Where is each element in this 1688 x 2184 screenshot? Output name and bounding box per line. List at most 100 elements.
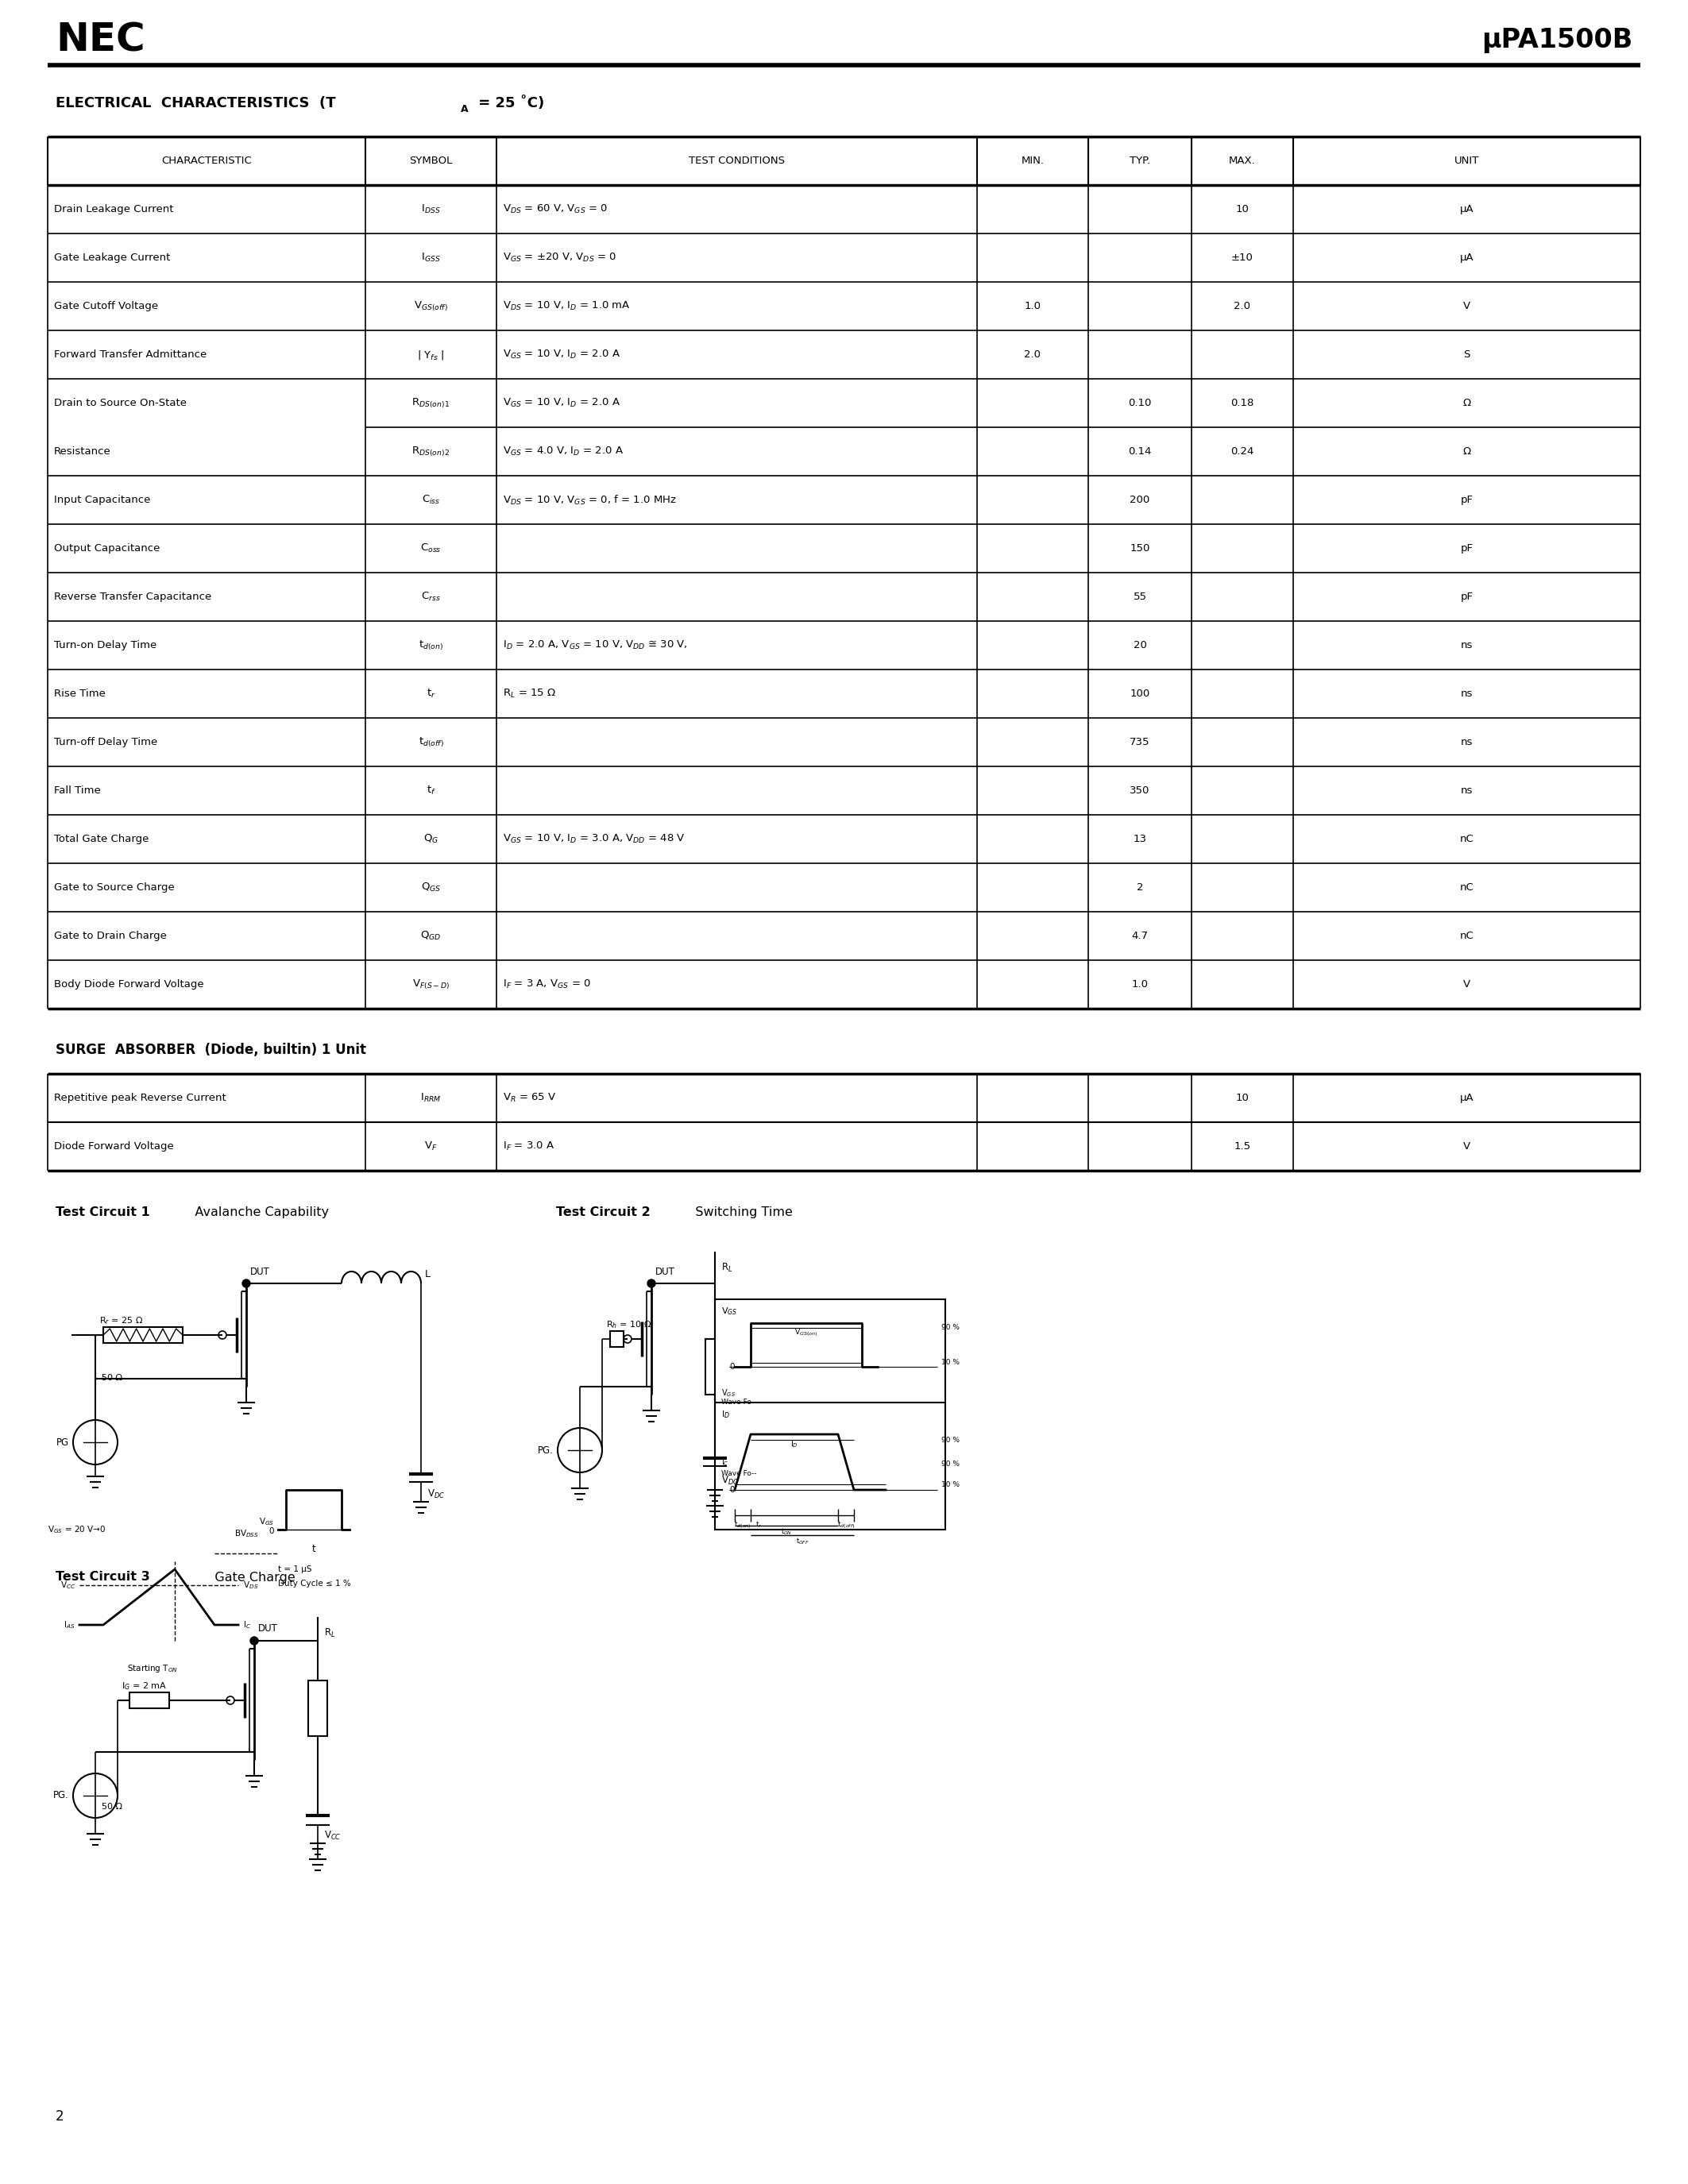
Text: V$_{CC}$: V$_{CC}$ bbox=[61, 1579, 76, 1590]
Text: V$_{DC}$: V$_{DC}$ bbox=[427, 1487, 446, 1500]
Text: Drain Leakage Current: Drain Leakage Current bbox=[54, 203, 174, 214]
Text: μA: μA bbox=[1460, 203, 1474, 214]
Text: Gate Leakage Current: Gate Leakage Current bbox=[54, 253, 170, 262]
Text: μA: μA bbox=[1460, 253, 1474, 262]
Text: V$_{GS}$: V$_{GS}$ bbox=[721, 1306, 738, 1317]
Text: V$_{DS}$: V$_{DS}$ bbox=[238, 1579, 258, 1590]
Text: μA: μA bbox=[1460, 1092, 1474, 1103]
Text: R$_L$: R$_L$ bbox=[324, 1627, 336, 1638]
Text: Wave Fo--: Wave Fo-- bbox=[721, 1400, 756, 1406]
Text: UNIT: UNIT bbox=[1455, 155, 1479, 166]
Text: NEC: NEC bbox=[56, 20, 145, 59]
Circle shape bbox=[250, 1636, 258, 1645]
Text: R$_L$ = 15 Ω: R$_L$ = 15 Ω bbox=[503, 688, 555, 699]
Text: Repetitive peak Reverse Current: Repetitive peak Reverse Current bbox=[54, 1092, 226, 1103]
Text: PG.: PG. bbox=[54, 1791, 69, 1802]
Text: 0: 0 bbox=[729, 1485, 734, 1494]
Text: Q$_{GD}$: Q$_{GD}$ bbox=[420, 930, 442, 941]
Text: 2: 2 bbox=[1136, 882, 1143, 893]
Text: 55: 55 bbox=[1133, 592, 1146, 603]
Circle shape bbox=[648, 1280, 655, 1286]
Text: V$_{GS}$ = 10 V, I$_D$ = 2.0 A: V$_{GS}$ = 10 V, I$_D$ = 2.0 A bbox=[503, 349, 621, 360]
Text: 2.0: 2.0 bbox=[1025, 349, 1041, 360]
Text: t$_r$: t$_r$ bbox=[427, 688, 436, 699]
Text: 735: 735 bbox=[1129, 736, 1150, 747]
Text: S: S bbox=[1463, 349, 1470, 360]
Text: ELECTRICAL  CHARACTERISTICS  (T: ELECTRICAL CHARACTERISTICS (T bbox=[56, 96, 336, 111]
Text: t$_{d(on)}$: t$_{d(on)}$ bbox=[419, 638, 444, 651]
Text: Body Diode Forward Voltage: Body Diode Forward Voltage bbox=[54, 978, 204, 989]
Text: ns: ns bbox=[1460, 736, 1474, 747]
Text: PG: PG bbox=[56, 1437, 69, 1448]
Text: CHARACTERISTIC: CHARACTERISTIC bbox=[162, 155, 252, 166]
Text: 0.14: 0.14 bbox=[1128, 446, 1151, 456]
Text: 0.24: 0.24 bbox=[1231, 446, 1254, 456]
Text: DUT: DUT bbox=[258, 1623, 279, 1634]
Text: 10: 10 bbox=[1236, 1092, 1249, 1103]
Text: t$_{d(off)}$: t$_{d(off)}$ bbox=[837, 1520, 854, 1531]
Text: Gate to Drain Charge: Gate to Drain Charge bbox=[54, 930, 167, 941]
Text: 0: 0 bbox=[268, 1527, 273, 1535]
Text: nC: nC bbox=[1460, 834, 1474, 845]
Text: 2: 2 bbox=[56, 2110, 64, 2123]
Text: 13: 13 bbox=[1133, 834, 1146, 845]
Text: 20: 20 bbox=[1133, 640, 1146, 651]
Text: 10 %: 10 % bbox=[942, 1481, 959, 1487]
Text: I$_C$: I$_C$ bbox=[721, 1457, 729, 1468]
Text: V$_{DS}$ = 10 V, I$_D$ = 1.0 mA: V$_{DS}$ = 10 V, I$_D$ = 1.0 mA bbox=[503, 299, 631, 312]
Text: Gate to Source Charge: Gate to Source Charge bbox=[54, 882, 174, 893]
Text: DUT: DUT bbox=[655, 1267, 675, 1278]
Text: pF: pF bbox=[1460, 544, 1474, 553]
Text: V$_{GS}$ = ±20 V, V$_{DS}$ = 0: V$_{GS}$ = ±20 V, V$_{DS}$ = 0 bbox=[503, 251, 616, 264]
Text: Test Circuit 3: Test Circuit 3 bbox=[56, 1570, 150, 1583]
Text: I$_D$: I$_D$ bbox=[721, 1409, 729, 1420]
Text: Gate Charge: Gate Charge bbox=[203, 1570, 295, 1583]
Text: Turn-on Delay Time: Turn-on Delay Time bbox=[54, 640, 157, 651]
Text: I$_F$ = 3.0 A: I$_F$ = 3.0 A bbox=[503, 1140, 555, 1153]
Text: MAX.: MAX. bbox=[1229, 155, 1256, 166]
Bar bbox=[309, 1679, 327, 1736]
Text: R$_h$ = 10 Ω: R$_h$ = 10 Ω bbox=[606, 1319, 652, 1330]
Text: t$_{OFF}$: t$_{OFF}$ bbox=[795, 1538, 809, 1546]
Text: V: V bbox=[1463, 301, 1470, 312]
Text: I$_{AS}$: I$_{AS}$ bbox=[64, 1618, 76, 1631]
Text: I$_C$: I$_C$ bbox=[238, 1618, 252, 1631]
Bar bbox=[706, 1339, 724, 1396]
Text: Rise Time: Rise Time bbox=[54, 688, 106, 699]
Text: V$_R$ = 65 V: V$_R$ = 65 V bbox=[503, 1092, 557, 1103]
Text: nC: nC bbox=[1460, 930, 1474, 941]
Text: 150: 150 bbox=[1129, 544, 1150, 553]
Text: I$_{RRM}$: I$_{RRM}$ bbox=[420, 1092, 442, 1103]
Text: Fall Time: Fall Time bbox=[54, 786, 101, 795]
Text: Forward Transfer Admittance: Forward Transfer Admittance bbox=[54, 349, 206, 360]
Text: V: V bbox=[1463, 978, 1470, 989]
Text: Switching Time: Switching Time bbox=[684, 1206, 793, 1219]
Text: t$_{d(on)}$: t$_{d(on)}$ bbox=[734, 1520, 751, 1531]
Text: 50 Ω: 50 Ω bbox=[101, 1802, 122, 1811]
Text: pF: pF bbox=[1460, 592, 1474, 603]
Text: Ω: Ω bbox=[1463, 397, 1470, 408]
Text: Q$_{GS}$: Q$_{GS}$ bbox=[420, 882, 441, 893]
Text: t = 1 μS: t = 1 μS bbox=[279, 1566, 312, 1572]
Text: Starting T$_{ON}$: Starting T$_{ON}$ bbox=[127, 1662, 177, 1675]
Text: Avalanche Capability: Avalanche Capability bbox=[182, 1206, 329, 1219]
Text: Gate Cutoff Voltage: Gate Cutoff Voltage bbox=[54, 301, 159, 312]
Text: C$_{rss}$: C$_{rss}$ bbox=[420, 592, 441, 603]
Text: SYMBOL: SYMBOL bbox=[408, 155, 452, 166]
Text: V$_{F(S-D)}$: V$_{F(S-D)}$ bbox=[412, 978, 449, 992]
Text: ns: ns bbox=[1460, 786, 1474, 795]
Text: I$_D$ = 2.0 A, V$_{GS}$ = 10 V, V$_{DD}$ ≅ 30 V,: I$_D$ = 2.0 A, V$_{GS}$ = 10 V, V$_{DD}$… bbox=[503, 640, 687, 651]
Text: 2.0: 2.0 bbox=[1234, 301, 1251, 312]
Text: Test Circuit 2: Test Circuit 2 bbox=[555, 1206, 650, 1219]
Text: V$_F$: V$_F$ bbox=[424, 1140, 437, 1153]
Text: t$_{ON}$: t$_{ON}$ bbox=[782, 1527, 792, 1538]
Text: R$_{DS(on)1}$: R$_{DS(on)1}$ bbox=[412, 397, 451, 411]
Text: I$_F$ = 3 A, V$_{GS}$ = 0: I$_F$ = 3 A, V$_{GS}$ = 0 bbox=[503, 978, 591, 989]
Circle shape bbox=[243, 1280, 250, 1286]
Text: Ω: Ω bbox=[1463, 446, 1470, 456]
Text: V: V bbox=[1463, 1142, 1470, 1151]
Text: pF: pF bbox=[1460, 496, 1474, 505]
Text: C$_{oss}$: C$_{oss}$ bbox=[420, 542, 442, 555]
Text: BV$_{DSS}$: BV$_{DSS}$ bbox=[235, 1529, 258, 1540]
Text: R$_L$: R$_L$ bbox=[721, 1262, 733, 1273]
